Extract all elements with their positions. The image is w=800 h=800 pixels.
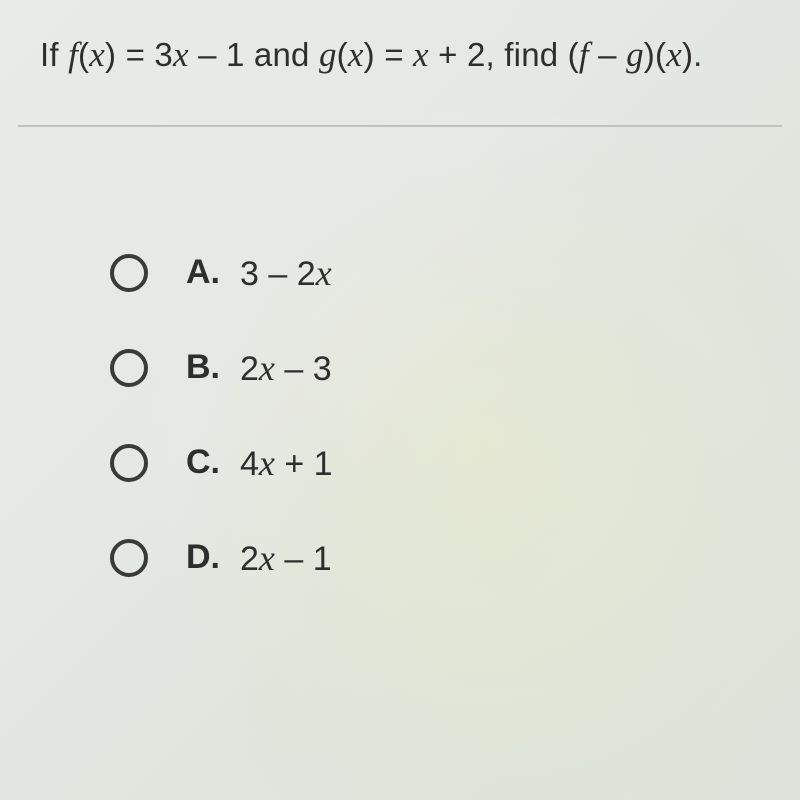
expr-before: 4 <box>240 445 259 483</box>
option-expression: 2x – 3 <box>240 347 332 389</box>
radio-icon[interactable] <box>110 444 148 482</box>
q-prefix: If <box>40 36 68 73</box>
expr-after: + 1 <box>275 445 333 483</box>
q-fx-x: x <box>89 35 105 74</box>
question-text: If f(x) = 3x – 1 and g(x) = x + 2, find … <box>40 35 703 75</box>
options-group: A. 3 – 2x B. 2x – 3 C. 4x + 1 D. 2x – 1 <box>110 225 333 605</box>
expr-var: x <box>316 253 332 293</box>
q-fmg-g: g <box>626 35 644 74</box>
radio-icon[interactable] <box>110 349 148 387</box>
q-fmg-f: f <box>579 35 589 74</box>
q-f: f <box>68 35 78 74</box>
q-gx-close: ) <box>364 36 375 73</box>
expr-var: x <box>259 443 275 483</box>
radio-icon[interactable] <box>110 254 148 292</box>
option-d[interactable]: D. 2x – 1 <box>110 510 333 605</box>
expr-var: x <box>259 538 275 578</box>
q-fmg-x: x <box>666 35 682 74</box>
q-fx-open: ( <box>78 36 89 73</box>
q-g: g <box>319 35 337 74</box>
expr-after: – 1 <box>275 540 332 578</box>
option-expression: 3 – 2x <box>240 252 332 294</box>
q-gx-open: ( <box>337 36 348 73</box>
q-mid1: – 1 and <box>189 36 319 73</box>
expr-var: x <box>259 348 275 388</box>
option-letter: A. <box>186 253 234 292</box>
q-fmg-minus: – <box>589 36 626 73</box>
q-x2: x <box>413 35 429 74</box>
option-a[interactable]: A. 3 – 2x <box>110 225 333 320</box>
option-letter: D. <box>186 538 234 577</box>
q-mid2: + 2, find ( <box>429 36 579 73</box>
q-fmg-close: )( <box>644 36 666 73</box>
option-expression: 2x – 1 <box>240 537 332 579</box>
radio-icon[interactable] <box>110 539 148 577</box>
q-x1: x <box>173 35 189 74</box>
q-eq1: = 3 <box>116 36 173 73</box>
option-letter: B. <box>186 348 234 387</box>
q-eq2: = <box>375 36 413 73</box>
option-expression: 4x + 1 <box>240 442 333 484</box>
option-c[interactable]: C. 4x + 1 <box>110 415 333 510</box>
option-letter: C. <box>186 443 234 482</box>
expr-after: – 3 <box>275 350 332 388</box>
expr-before: 2 <box>240 350 259 388</box>
q-gx-x: x <box>348 35 364 74</box>
q-fx-close: ) <box>105 36 116 73</box>
expr-before: 3 – 2 <box>240 255 316 293</box>
q-fmg-end: ). <box>682 36 703 73</box>
expr-before: 2 <box>240 540 259 578</box>
divider <box>18 125 782 127</box>
option-b[interactable]: B. 2x – 3 <box>110 320 333 415</box>
